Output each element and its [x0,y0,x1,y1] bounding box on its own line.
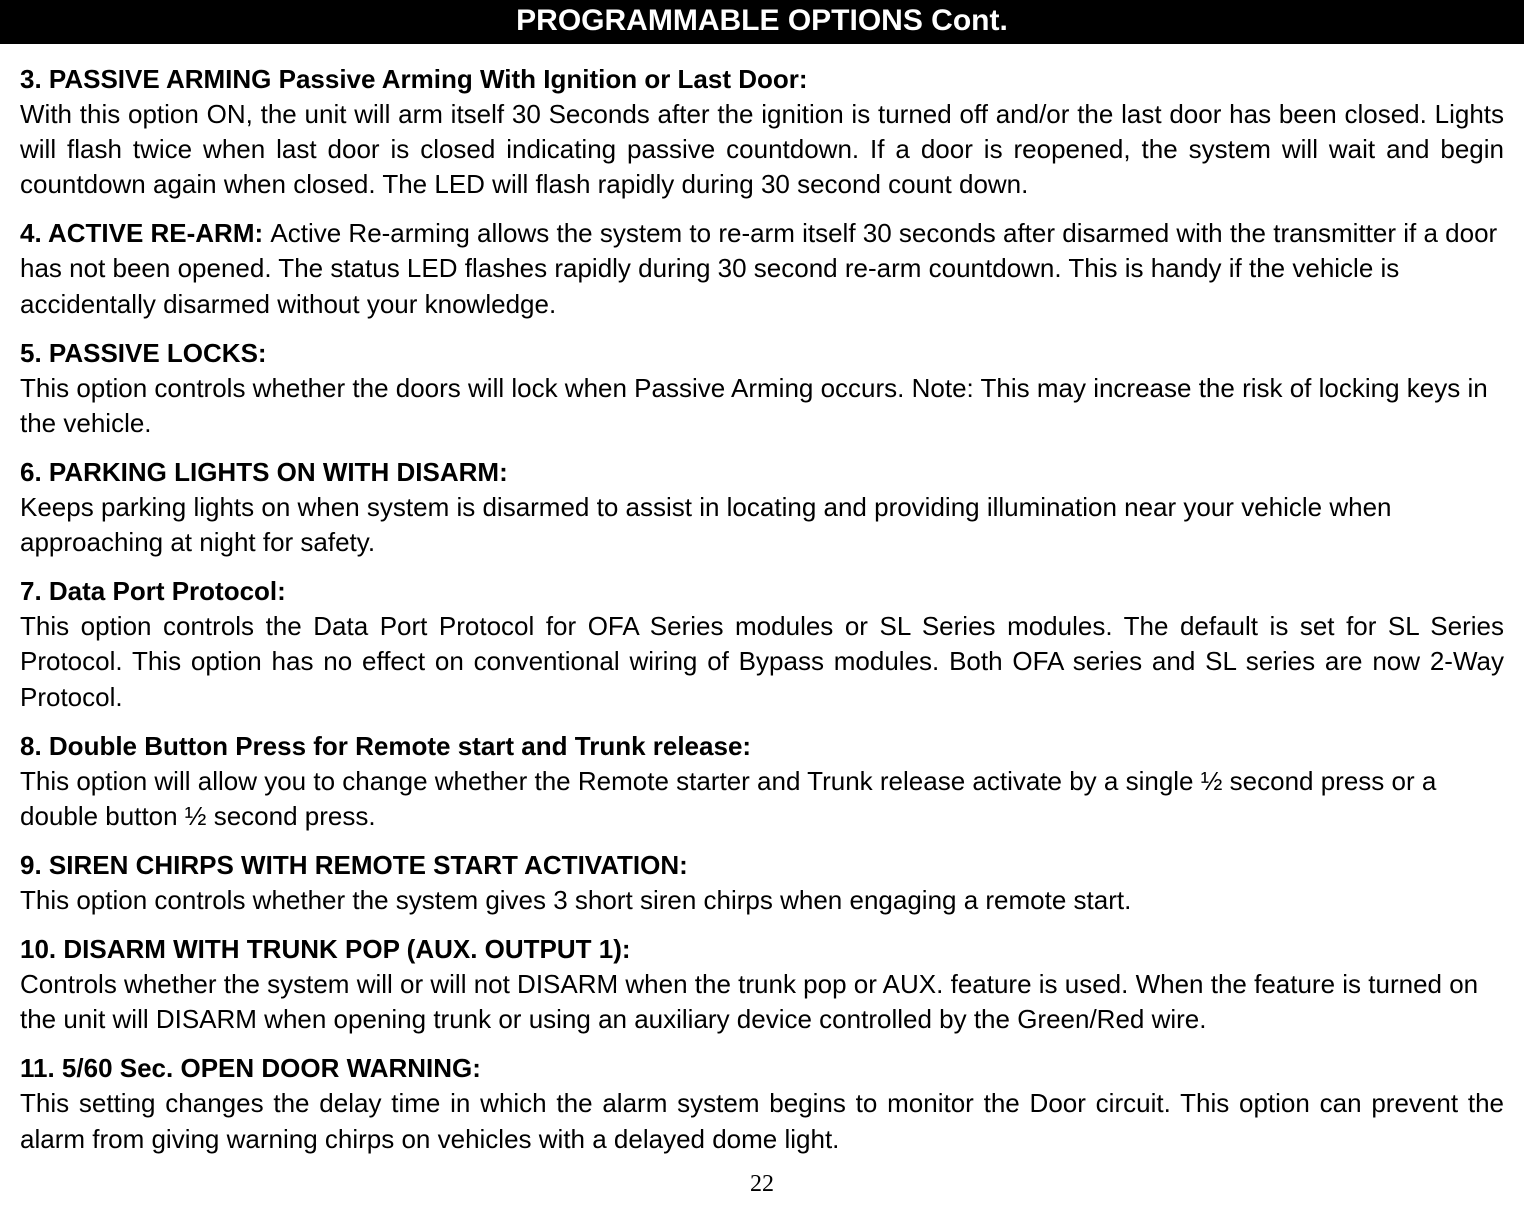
section-9: 9. SIREN CHIRPS WITH REMOTE START ACTIVA… [20,848,1504,918]
section-body: Keeps parking lights on when system is d… [20,490,1504,560]
section-heading: 6. PARKING LIGHTS ON WITH DISARM: [20,455,1504,490]
section-body: This option controls the Data Port Proto… [20,609,1504,714]
section-10: 10. DISARM WITH TRUNK POP (AUX. OUTPUT 1… [20,932,1504,1037]
section-5: 5. PASSIVE LOCKS:This option controls wh… [20,336,1504,441]
section-11: 11. 5/60 Sec. OPEN DOOR WARNING:This set… [20,1051,1504,1156]
section-body: This option controls whether the system … [20,883,1504,918]
section-body: With this option ON, the unit will arm i… [20,97,1504,202]
section-heading: 11. 5/60 Sec. OPEN DOOR WARNING: [20,1051,1504,1086]
section-heading: 8. Double Button Press for Remote start … [20,729,1504,764]
section-7: 7. Data Port Protocol:This option contro… [20,574,1504,714]
page-header: PROGRAMMABLE OPTIONS Cont. [0,0,1524,44]
page-number: 22 [20,1171,1504,1198]
section-3: 3. PASSIVE ARMING Passive Arming With Ig… [20,62,1504,202]
section-body: This option controls whether the doors w… [20,371,1504,441]
section-8: 8. Double Button Press for Remote start … [20,729,1504,834]
sections-container: 3. PASSIVE ARMING Passive Arming With Ig… [20,62,1504,1157]
section-heading: 10. DISARM WITH TRUNK POP (AUX. OUTPUT 1… [20,932,1504,967]
section-heading: 4. ACTIVE RE-ARM: [20,218,270,248]
section-paragraph: 4. ACTIVE RE-ARM: Active Re-arming allow… [20,216,1504,321]
section-heading: 9. SIREN CHIRPS WITH REMOTE START ACTIVA… [20,848,1504,883]
section-body: Controls whether the system will or will… [20,967,1504,1037]
section-body: This setting changes the delay time in w… [20,1086,1504,1156]
section-6: 6. PARKING LIGHTS ON WITH DISARM:Keeps p… [20,455,1504,560]
section-heading: 3. PASSIVE ARMING Passive Arming With Ig… [20,62,1504,97]
section-body: This option will allow you to change whe… [20,764,1504,834]
section-heading: 5. PASSIVE LOCKS: [20,336,1504,371]
document-page: PROGRAMMABLE OPTIONS Cont. 3. PASSIVE AR… [0,0,1524,1208]
section-4: 4. ACTIVE RE-ARM: Active Re-arming allow… [20,216,1504,321]
section-heading: 7. Data Port Protocol: [20,574,1504,609]
